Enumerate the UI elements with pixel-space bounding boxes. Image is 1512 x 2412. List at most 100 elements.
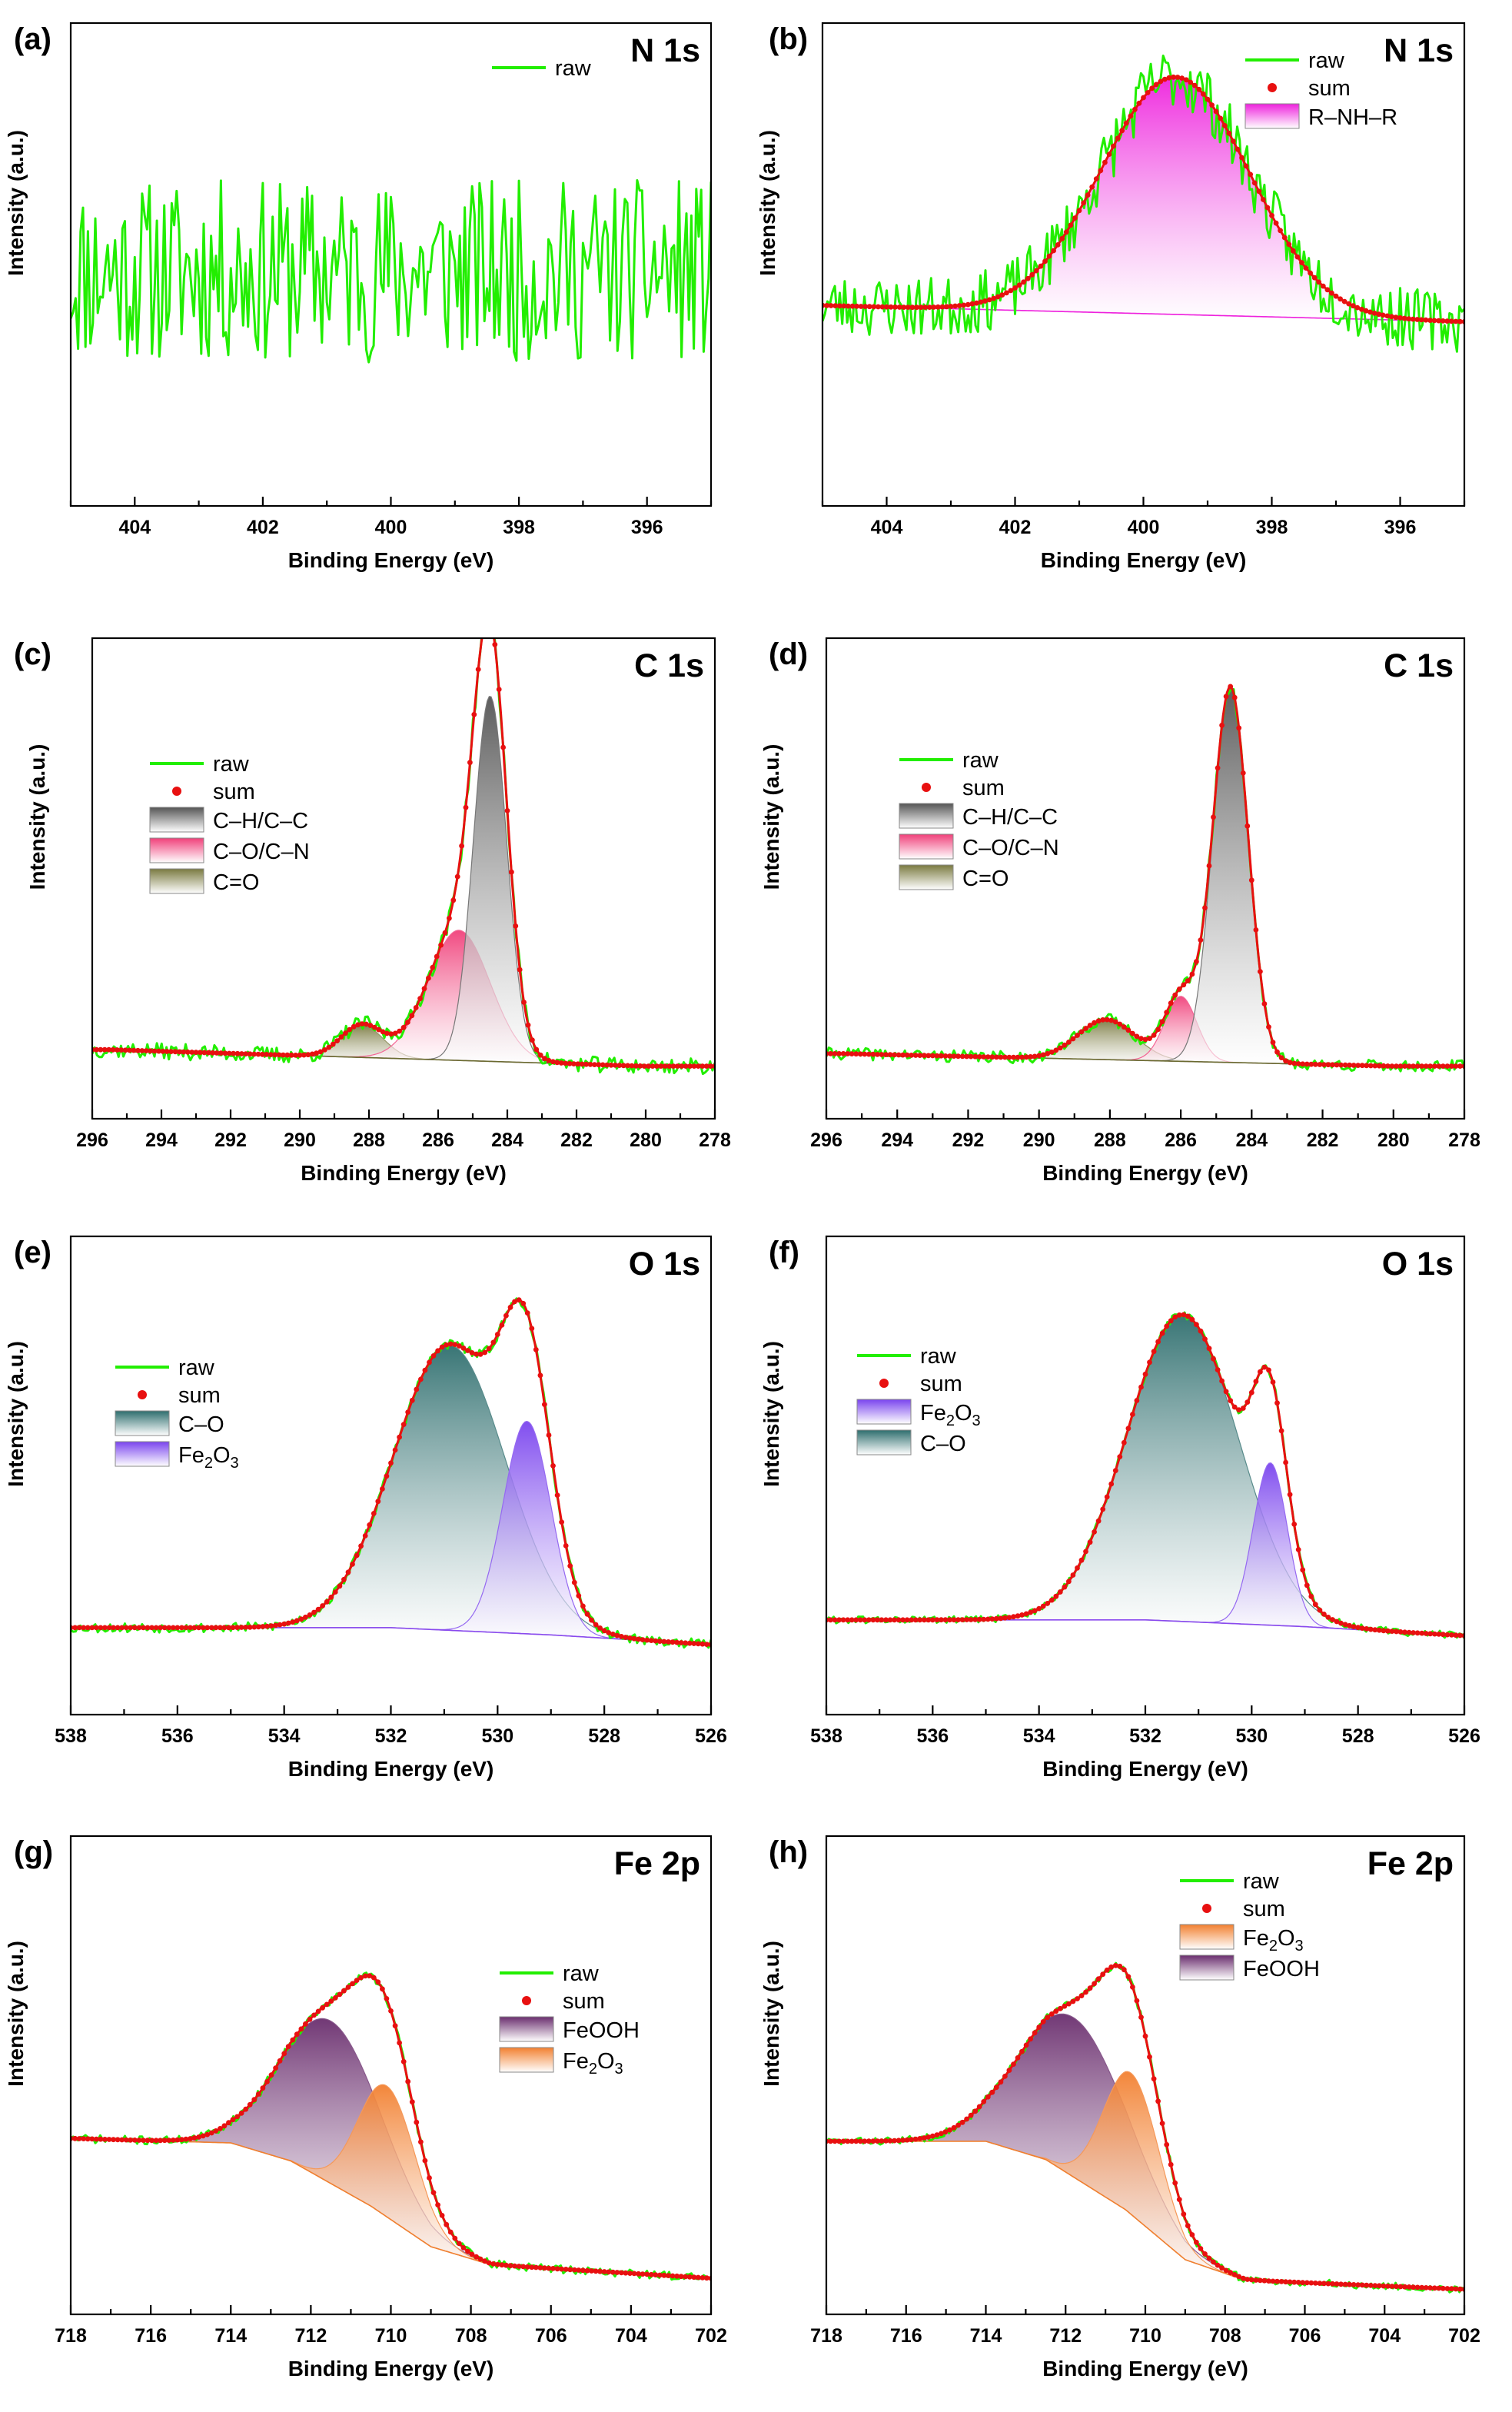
sum-point	[1341, 298, 1348, 304]
sum-point	[653, 2272, 659, 2278]
sum-point	[1287, 1060, 1293, 1066]
sum-point	[1406, 2284, 1412, 2290]
sum-points	[92, 617, 715, 1069]
sum-point	[1046, 253, 1052, 259]
sum-point	[619, 1634, 624, 1639]
legend-label-fe2o3: Fe2O3	[563, 2049, 623, 2078]
x-tick-label: 532	[375, 1725, 407, 1747]
sum-point	[1444, 318, 1451, 324]
sum-point	[488, 617, 493, 622]
sum-point	[912, 2136, 919, 2142]
sum-point	[1036, 1605, 1042, 1612]
sum-point	[1248, 171, 1254, 178]
sum-point	[294, 1618, 300, 1624]
sum-point	[1100, 1017, 1106, 1023]
sum-point	[571, 1579, 577, 1585]
sum-point	[264, 2079, 270, 2084]
component-fe2o3	[826, 2071, 1464, 2290]
sum-point	[1436, 2285, 1442, 2291]
sum-point	[400, 1025, 407, 1030]
sum-point	[226, 2120, 231, 2126]
sum-point	[921, 1617, 927, 1623]
sum-point	[1194, 2239, 1199, 2245]
sum-point	[1359, 2282, 1365, 2288]
sum-point	[1142, 1036, 1148, 1043]
sum-point	[520, 2264, 527, 2270]
x-axis: 718 716 714 712 710 708 706 704 702	[810, 2305, 1480, 2347]
sum-point	[500, 744, 506, 750]
sum-point	[942, 1053, 949, 1059]
sum-point	[1295, 1061, 1301, 1066]
sum-point	[836, 1617, 842, 1623]
sum-point	[1100, 1971, 1106, 1978]
sum-point	[303, 2021, 308, 2027]
sum-point	[870, 2138, 876, 2144]
x-tick-label: 532	[1129, 1725, 1161, 1747]
sum-point	[525, 1022, 531, 1028]
sum-point	[537, 2265, 543, 2271]
sum-point	[1153, 82, 1159, 88]
sum-point	[934, 1053, 940, 1059]
plot-area	[71, 179, 711, 364]
sum-point	[119, 2137, 125, 2143]
sum-point	[1068, 222, 1074, 228]
legend-sum-swatch	[1268, 83, 1277, 92]
sum-point	[650, 1063, 656, 1069]
sum-point	[208, 1625, 214, 1631]
sum-point	[1278, 1055, 1284, 1060]
sum-point	[674, 1639, 680, 1645]
sum-point	[1381, 1063, 1387, 1069]
sum-point	[876, 304, 881, 310]
sum-point	[517, 966, 523, 973]
sum-point	[392, 1030, 398, 1036]
sum-point	[1002, 2074, 1008, 2079]
sum-point	[982, 298, 988, 304]
sum-point	[1423, 1631, 1429, 1636]
sum-point	[614, 1632, 620, 1638]
x-tick-label: 294	[145, 1129, 178, 1151]
sum-point	[921, 2135, 927, 2141]
sum-point	[1453, 318, 1459, 324]
sum-point	[1376, 1627, 1382, 1633]
x-tick-label: 398	[1256, 517, 1288, 538]
sum-point	[1295, 2280, 1301, 2285]
legend-label-raw: raw	[213, 752, 250, 777]
sum-point	[141, 2138, 146, 2144]
sum-point	[128, 1625, 134, 1631]
sum-point	[695, 2274, 701, 2281]
sum-point	[972, 1617, 979, 1622]
sum-point	[264, 1052, 270, 1057]
sum-point	[226, 1050, 232, 1056]
sum-point	[358, 1543, 364, 1549]
sum-point	[504, 808, 510, 813]
sum-point	[1078, 1557, 1085, 1563]
panel-label: (f)	[769, 1236, 799, 1269]
sum-point	[1457, 1063, 1463, 1069]
sum-point	[174, 1625, 181, 1631]
sum-point	[307, 1612, 313, 1618]
sum-point	[1189, 971, 1195, 977]
sum-point	[1367, 1626, 1374, 1632]
sum-point	[422, 1367, 428, 1373]
sum-point	[392, 2023, 398, 2029]
sum-point	[648, 1638, 654, 1644]
plot-area	[71, 1297, 711, 1649]
sum-point	[1325, 1062, 1331, 1068]
sum-point	[892, 1617, 897, 1623]
x-tick-label: 282	[1307, 1129, 1339, 1151]
sum-point	[1355, 2282, 1361, 2288]
sum-point	[1367, 2283, 1374, 2288]
sum-point	[136, 1625, 142, 1631]
sum-point	[857, 1051, 863, 1057]
sum-point	[183, 2136, 189, 2142]
sum-point	[1019, 1054, 1025, 1060]
sum-point	[596, 1062, 602, 1068]
sum-point	[205, 1050, 211, 1056]
x-tick-label: 704	[1368, 2325, 1401, 2347]
sum-point	[1389, 314, 1394, 320]
sum-point	[964, 1617, 969, 1622]
x-tick-label: 536	[161, 1725, 194, 1747]
sum-point	[1414, 1630, 1421, 1636]
sum-point	[1385, 1628, 1391, 1634]
sum-point	[1347, 1622, 1352, 1629]
